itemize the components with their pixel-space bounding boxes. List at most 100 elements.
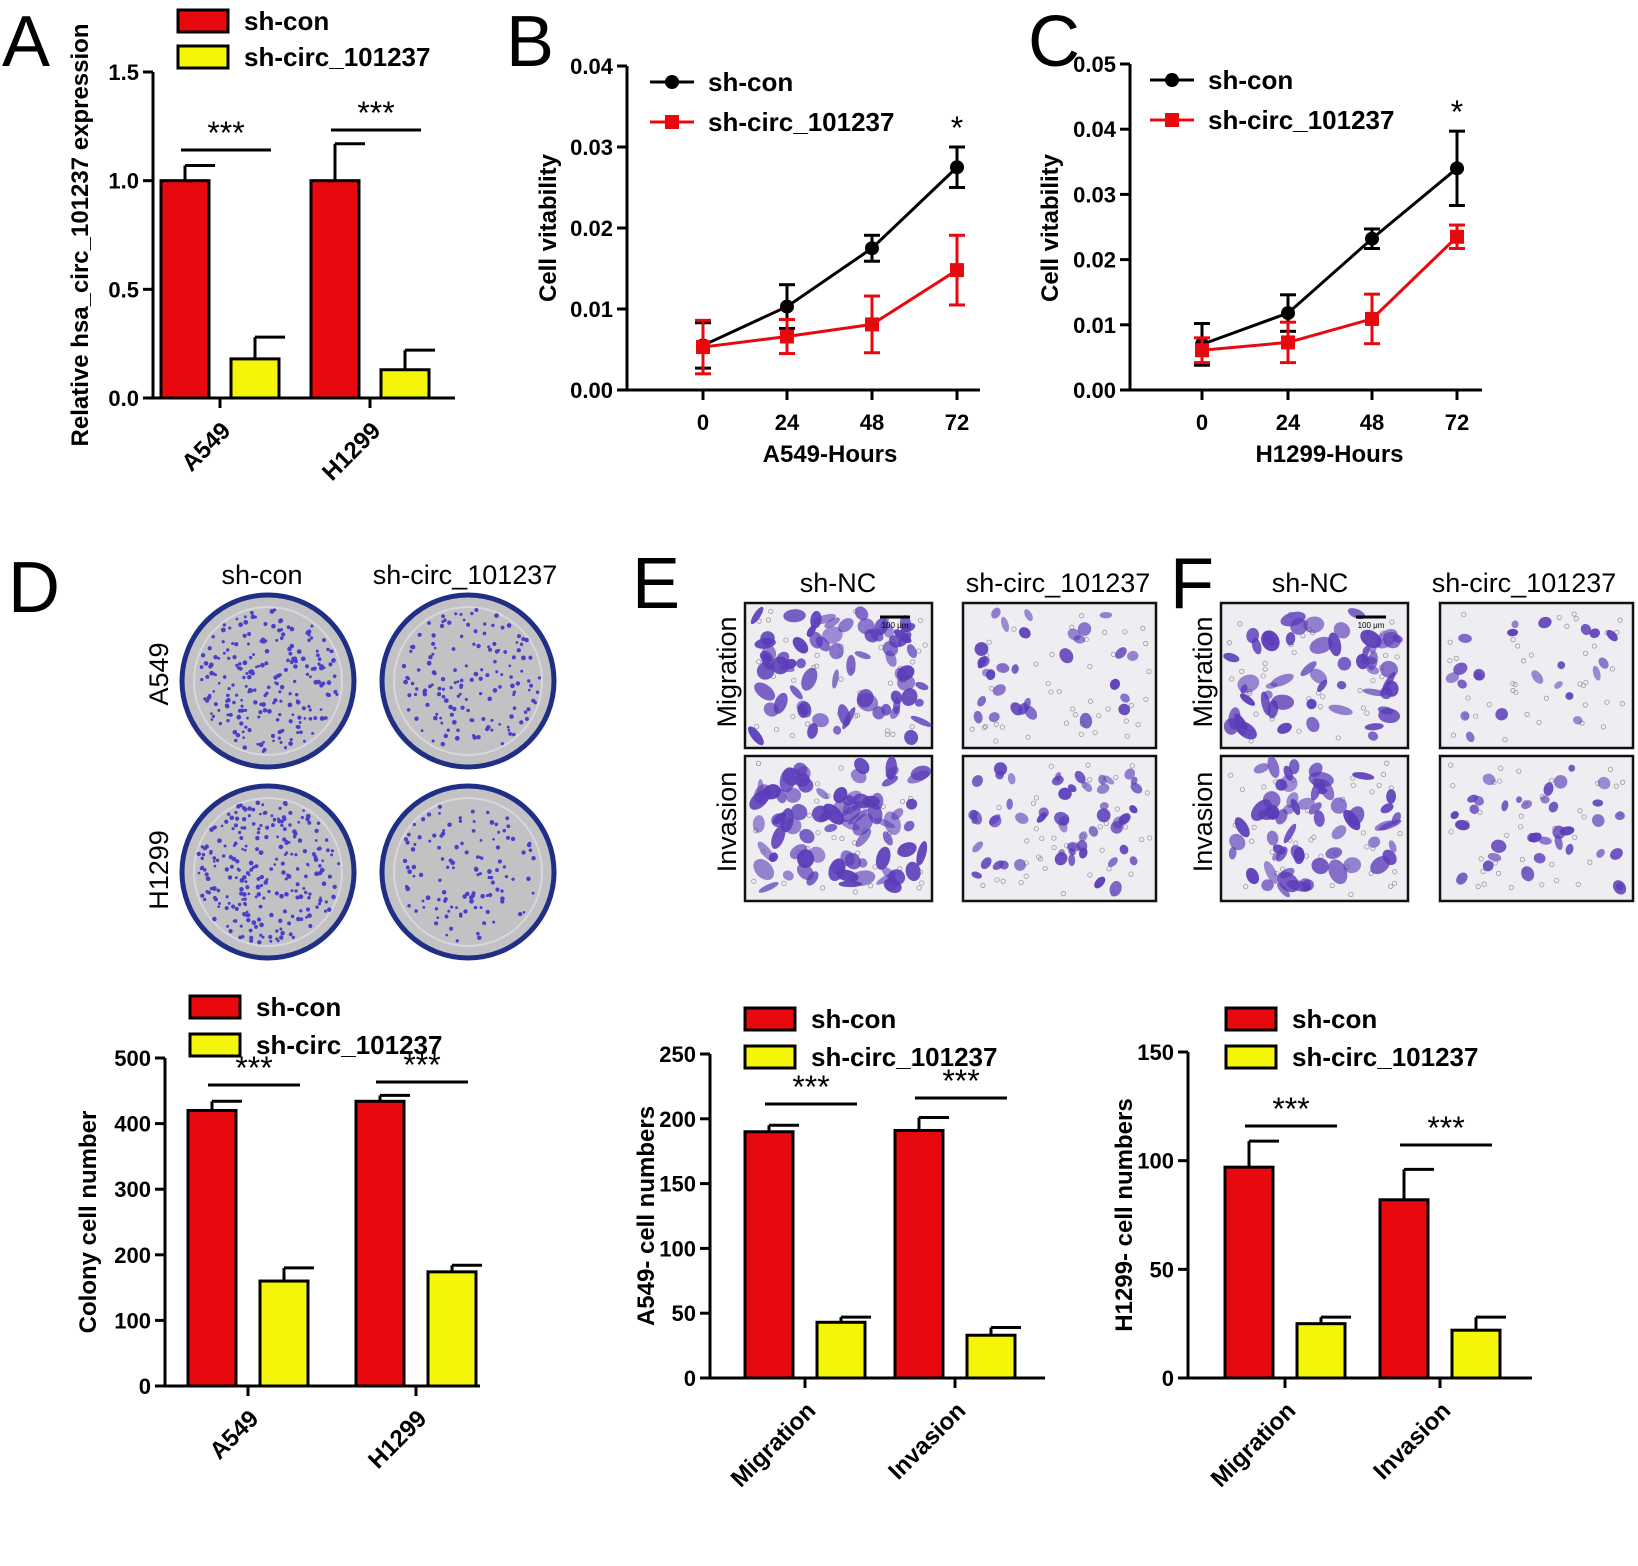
stained-cell xyxy=(1361,656,1377,665)
stained-cell xyxy=(885,766,899,779)
stained-cell xyxy=(1272,844,1286,855)
y-tick-label: 1.0 xyxy=(108,169,139,194)
pore xyxy=(1033,661,1039,667)
pore xyxy=(1085,762,1091,768)
pore xyxy=(1229,676,1235,682)
stained-cell xyxy=(1467,794,1478,803)
colony xyxy=(235,733,241,738)
y-tick-label: 200 xyxy=(659,1107,696,1132)
stained-cell xyxy=(1456,872,1468,885)
colony xyxy=(317,662,321,666)
colony xyxy=(231,683,235,687)
colony xyxy=(324,838,329,842)
stained-cell xyxy=(1592,799,1604,807)
stained-cell xyxy=(1465,731,1475,743)
colony xyxy=(213,864,217,868)
legend-label: sh-con xyxy=(1208,65,1293,95)
stained-cell xyxy=(1383,631,1401,649)
colony xyxy=(307,913,312,918)
colony xyxy=(471,891,476,896)
colony xyxy=(500,889,504,893)
colony xyxy=(307,820,312,825)
stained-cell xyxy=(1129,805,1138,814)
stained-cell xyxy=(1286,792,1299,808)
y-axis-label: A549- cell numbers xyxy=(633,1106,660,1326)
legend-label: sh-circ_101237 xyxy=(1292,1042,1478,1072)
colony xyxy=(277,736,282,740)
colony xyxy=(437,804,442,809)
colony xyxy=(519,720,524,725)
pore xyxy=(1495,870,1502,876)
panel-label-e: E xyxy=(632,544,680,624)
pore xyxy=(1049,651,1055,657)
stained-cell xyxy=(896,665,915,681)
stained-cell xyxy=(1458,633,1472,643)
colony xyxy=(212,886,217,891)
y-tick-label: 100 xyxy=(1137,1149,1174,1174)
stained-cell xyxy=(1384,680,1399,697)
x-tick-label: 48 xyxy=(860,410,884,435)
pore xyxy=(993,721,999,727)
y-tick-label: 0.05 xyxy=(1073,52,1116,77)
pore xyxy=(890,731,896,737)
colony xyxy=(330,853,334,857)
colony xyxy=(436,692,442,697)
colony xyxy=(313,855,318,859)
colony xyxy=(531,891,535,895)
transwell-image xyxy=(961,754,1158,903)
stained-cell xyxy=(771,825,786,849)
pore xyxy=(1364,844,1370,850)
colony xyxy=(226,924,229,928)
pore xyxy=(1528,652,1534,658)
colony xyxy=(244,880,248,884)
stained-cell xyxy=(1283,823,1297,844)
colony xyxy=(308,708,312,712)
colony xyxy=(282,800,288,806)
pore xyxy=(1025,734,1031,740)
pore xyxy=(1473,713,1479,719)
stained-cell xyxy=(1325,847,1343,859)
colony xyxy=(485,673,490,678)
pore xyxy=(1128,702,1134,709)
stained-cell xyxy=(1368,836,1381,848)
stained-cell xyxy=(1559,826,1575,836)
stained-cell xyxy=(1460,711,1470,721)
colony xyxy=(478,676,483,681)
colony xyxy=(521,655,526,661)
colony xyxy=(402,858,408,864)
colony xyxy=(238,830,242,835)
colony xyxy=(239,721,244,726)
colony xyxy=(242,633,247,638)
stained-cell xyxy=(753,858,775,881)
pore xyxy=(1543,695,1550,701)
stained-cell xyxy=(1293,846,1305,865)
stained-cell xyxy=(1285,632,1296,646)
stained-cell xyxy=(1024,609,1033,622)
colony xyxy=(456,728,460,732)
colony xyxy=(454,844,459,850)
stained-cell xyxy=(784,817,802,835)
stained-cell xyxy=(1239,693,1256,706)
colony xyxy=(459,634,464,639)
significance-label: *** xyxy=(1272,1091,1309,1127)
annotation-label: * xyxy=(951,110,963,146)
stained-cell xyxy=(812,713,829,728)
colony xyxy=(304,664,309,669)
colony xyxy=(535,690,540,695)
colony xyxy=(241,847,244,851)
stained-cell xyxy=(854,606,869,621)
chart-a: 0.0 0.5 1.0 1.5 Relative hsa_circ_101237 exp… xyxy=(67,6,455,486)
colony xyxy=(278,806,282,810)
pore xyxy=(1357,687,1363,694)
colony xyxy=(242,745,248,750)
stained-cell xyxy=(1007,773,1016,785)
colony xyxy=(537,676,542,680)
y-tick-label: 0.01 xyxy=(1073,313,1116,338)
colony xyxy=(435,712,439,716)
colony xyxy=(511,877,515,881)
colony xyxy=(446,865,450,869)
legend-swatch xyxy=(176,44,230,70)
stained-cell xyxy=(882,641,899,657)
colony xyxy=(410,681,415,686)
pore xyxy=(993,738,999,744)
